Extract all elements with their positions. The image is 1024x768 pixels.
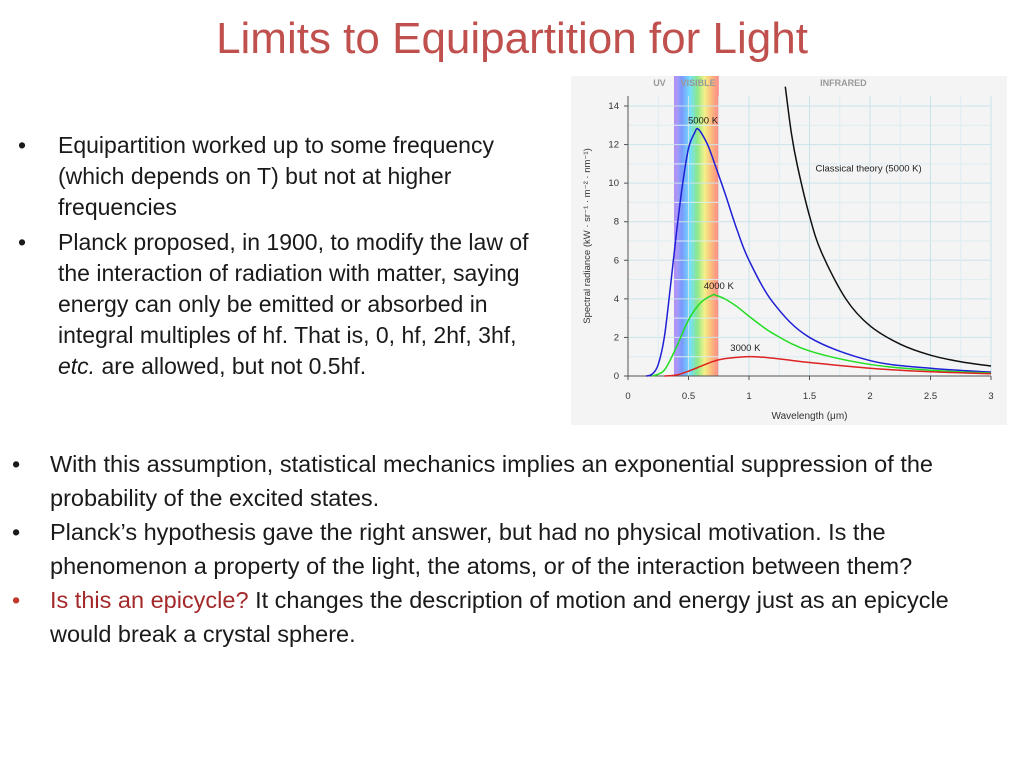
y-tick-label: 6 [614,255,619,266]
bullet-icon: • [18,132,27,158]
chart-ticks: 0 2 4 6 8 10 12 14 0 0.5 1 1.5 2 2.5 3 Wavelength (μm) S… [582,101,994,422]
series-label: 5000 K [688,115,719,126]
x-tick-label: 0.5 [682,391,695,402]
bottom-bullet-list: • With this assumption, statistical mech… [12,447,1012,651]
bullet-text: It changes the description of motion and… [50,587,949,647]
y-tick-label: 0 [614,371,619,382]
series-line [645,127,992,377]
bullet-text: Planck proposed, in 1900, to modify the … [58,229,529,348]
y-tick-label: 4 [614,294,619,305]
band-label-infrared: INFRARED [820,78,867,88]
bullet-text: Planck’s hypothesis gave the right answe… [50,519,913,579]
bullet-text: Equipartition worked up to some frequenc… [58,132,494,220]
series-label: Classical theory (5000 K) [816,164,922,175]
chart-labels: UV VISIBLE INFRARED 5000 K 4000 K 3000 K Class… [653,78,921,354]
x-tick-label: 3 [988,391,993,402]
x-tick-label: 0 [625,391,630,402]
y-tick-label: 2 [614,332,619,343]
x-tick-label: 2.5 [924,391,937,402]
y-tick-label: 12 [608,140,619,151]
x-tick-label: 2 [867,391,872,402]
bullet-icon: • [12,519,21,545]
list-item: • Planck proposed, in 1900, to modify th… [18,227,538,382]
bullet-icon: • [12,451,21,477]
list-item: • With this assumption, statistical mech… [12,447,1012,515]
list-item: • Equipartition worked up to some freque… [18,130,538,223]
top-bullet-list: • Equipartition worked up to some freque… [18,130,538,386]
slide-title: Limits to Equipartition for Light [216,14,808,63]
bullet-text: With this assumption, statistical mechan… [50,451,933,511]
visible-band [673,76,719,376]
blackbody-chart-svg: 0 2 4 6 8 10 12 14 0 0.5 1 1.5 2 2.5 3 Wavelength (μm) S… [582,76,994,422]
bullet-icon: • [18,229,27,255]
list-item: • Planck’s hypothesis gave the right ans… [12,515,1012,583]
band-label-uv: UV [653,78,666,88]
x-tick-label: 1.5 [803,391,816,402]
blackbody-chart: 0 2 4 6 8 10 12 14 0 0.5 1 1.5 2 2.5 3 Wavelength (μm) S… [571,76,1007,425]
epicycle-question: Is this an epicycle? [50,587,249,613]
y-tick-label: 10 [608,178,619,189]
series-line [651,293,992,377]
chart-grid [627,96,992,377]
list-item: • Is this an epicycle? It changes the de… [12,583,1012,651]
y-axis-label: Spectral radiance (kW · sr⁻¹ · m⁻² · nm⁻… [582,148,593,324]
series-label: 3000 K [730,343,761,354]
bullet-icon: • [12,587,21,613]
chart-lines [645,86,992,377]
x-axis-label: Wavelength (μm) [772,411,848,422]
series-line [784,86,992,367]
y-tick-label: 14 [608,101,619,112]
x-tick-label: 1 [746,391,751,402]
bullet-emphasis: etc. [58,353,96,379]
series-line [664,355,992,377]
bullet-text: are allowed, but not 0.5hf. [95,353,367,379]
band-label-visible: VISIBLE [681,78,716,88]
series-label: 4000 K [704,281,735,292]
y-tick-label: 8 [614,217,619,228]
